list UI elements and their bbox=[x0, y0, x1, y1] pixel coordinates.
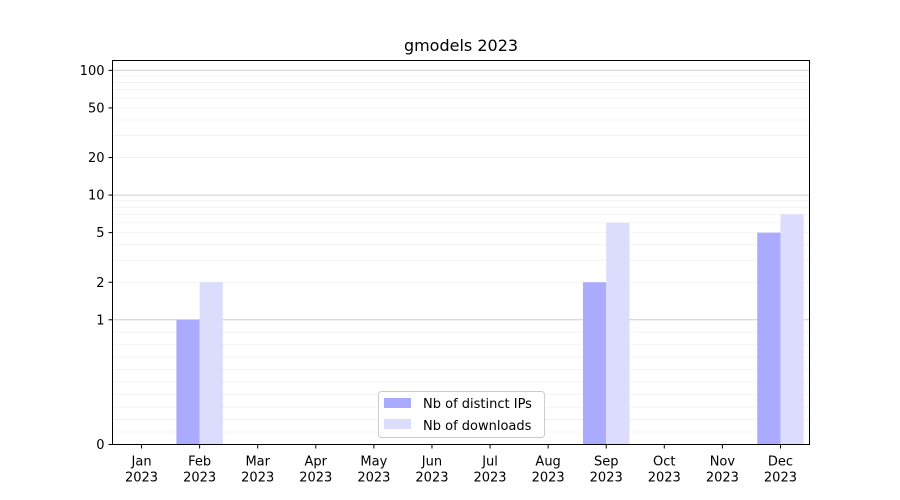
x-tick-label: Sep 2023 bbox=[590, 455, 623, 486]
y-tick-label: 100 bbox=[80, 64, 105, 79]
bar-ips bbox=[757, 232, 781, 445]
y-tick-label: 1 bbox=[96, 313, 104, 328]
plot-frame bbox=[112, 60, 810, 445]
bar-downloads bbox=[199, 282, 223, 445]
y-tick-label: 10 bbox=[88, 189, 105, 204]
y-tick-label: 5 bbox=[96, 226, 104, 241]
grid-lines bbox=[112, 69, 810, 433]
x-tick-label: Jan 2023 bbox=[125, 455, 158, 486]
y-tick-label: 20 bbox=[88, 151, 105, 166]
bar-ips bbox=[176, 319, 200, 445]
x-tick-label: Jun 2023 bbox=[415, 455, 448, 486]
x-tick-label: May 2023 bbox=[357, 455, 390, 486]
legend-swatch-ips bbox=[384, 398, 411, 408]
legend-box bbox=[378, 391, 545, 438]
bar-downloads bbox=[606, 222, 630, 445]
x-tick-label: Mar 2023 bbox=[241, 455, 274, 486]
legend: Nb of distinct IPs Nb of downloads bbox=[378, 391, 545, 438]
x-tick-label: Jul 2023 bbox=[473, 455, 506, 486]
y-tick-label: 0 bbox=[96, 438, 104, 453]
y-axis: 0 1 2 5 10 20 50 100 bbox=[80, 64, 113, 453]
x-tick-label: Nov 2023 bbox=[706, 455, 739, 486]
legend-label-downloads: Nb of downloads bbox=[423, 419, 532, 434]
bars bbox=[176, 214, 804, 445]
chart-title: gmodels 2023 bbox=[404, 36, 518, 55]
x-tick-label: Aug 2023 bbox=[532, 455, 565, 486]
y-tick-label: 2 bbox=[96, 276, 104, 291]
x-axis: Jan 2023 Feb 2023 Mar 2023 Apr 2023 May 2023 Jun 20… bbox=[125, 444, 797, 486]
legend-swatch-downloads bbox=[384, 419, 411, 429]
x-tick-label: Oct 2023 bbox=[648, 455, 681, 486]
legend-label-ips: Nb of distinct IPs bbox=[423, 397, 532, 412]
bar-downloads bbox=[780, 214, 804, 445]
y-tick-label: 50 bbox=[88, 101, 105, 116]
bar-ips bbox=[582, 282, 607, 445]
x-tick-label: Apr 2023 bbox=[299, 455, 332, 486]
x-tick-label: Feb 2023 bbox=[183, 455, 216, 486]
x-tick-label: Dec 2023 bbox=[764, 455, 797, 486]
